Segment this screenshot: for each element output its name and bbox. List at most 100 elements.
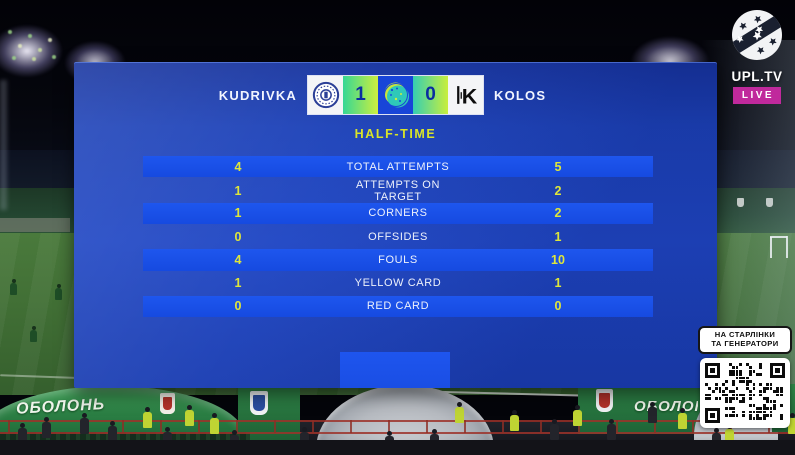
goal-post — [770, 237, 772, 258]
railing-post — [616, 420, 618, 433]
stat-home-value: 1 — [234, 206, 242, 221]
railing — [0, 432, 795, 434]
person-figure — [550, 419, 559, 440]
crowd-light-dot — [32, 57, 36, 61]
railing-post — [502, 420, 504, 433]
stat-home-value: 1 — [234, 184, 242, 199]
stat-label: TOTAL ATTEMPTS — [346, 160, 450, 173]
ad-board-crest — [766, 198, 773, 207]
score-header: KUDRIVKA 1 — [74, 75, 717, 115]
halftime-stats-panel: KUDRIVKA 1 — [74, 62, 717, 388]
qr-promo-line2: ТА ГЕНЕРАТОРИ — [711, 339, 779, 348]
stat-label: OFFSIDES — [368, 230, 428, 243]
person-figure — [18, 423, 27, 444]
stat-away-value: 5 — [554, 159, 562, 174]
railing-post — [122, 420, 124, 433]
live-badge: LIVE — [733, 87, 781, 104]
stat-row: 1 YELLOW CARD 1 — [143, 272, 653, 293]
railing-post — [312, 420, 314, 433]
stat-label: FOULS — [378, 253, 418, 266]
person-figure — [607, 419, 616, 440]
dugout-scene: ОБОЛОНЬ ОБОЛОНЬ — [0, 380, 795, 455]
crowd-light-dot — [52, 55, 56, 59]
railing-post — [464, 420, 466, 433]
home-team-name: KUDRIVKA — [218, 87, 297, 103]
stat-row: 1 ATTEMPTS ON TARGET 2 — [143, 179, 653, 204]
stat-home-value: 1 — [234, 276, 242, 291]
ad-board-panel — [0, 218, 70, 232]
railing-post — [160, 420, 162, 433]
person-figure — [42, 417, 51, 438]
person-figure — [648, 402, 657, 423]
light-streak — [0, 80, 7, 210]
person-figure — [143, 407, 152, 428]
away-club-crest-icon: K — [448, 76, 483, 114]
railing-post — [540, 420, 542, 433]
period-label: HALF-TIME — [354, 127, 437, 141]
stat-row: 1 CORNERS 2 — [143, 202, 653, 224]
away-team-name: KOLOS — [494, 87, 547, 103]
railing-post — [274, 420, 276, 433]
qr-promo-label: НА СТАРЛІНКИ ТА ГЕНЕРАТОРИ — [698, 326, 792, 354]
stat-label: RED CARD — [366, 300, 430, 313]
broadcaster-name: UPL.TV — [731, 69, 783, 84]
stats-table: 4 TOTAL ATTEMPTS 5 1 ATTEMPTS ON TARGET 2 1 COR… — [143, 156, 653, 319]
club-crest-banner — [250, 391, 268, 415]
stat-away-value: 10 — [551, 252, 565, 267]
person-figure — [80, 413, 89, 434]
person-figure — [788, 413, 795, 434]
qr-code — [700, 358, 790, 428]
person-figure — [210, 413, 219, 434]
sponsor-crest — [160, 393, 175, 414]
stat-away-value: 1 — [554, 229, 562, 244]
stat-row: 4 FOULS 10 — [143, 249, 653, 271]
crowd-light-dot — [38, 48, 42, 52]
league-ball-icon — [378, 76, 413, 114]
railing — [0, 420, 795, 422]
person-figure — [510, 410, 519, 431]
railing-post — [578, 420, 580, 433]
crowd-light-dot — [28, 34, 32, 38]
person-figure — [678, 408, 687, 429]
stat-row: 4 TOTAL ATTEMPTS 5 — [143, 156, 653, 178]
stat-label: YELLOW CARD — [354, 277, 442, 290]
score-strip: 1 0 — [307, 75, 484, 115]
ground-shadow — [0, 440, 795, 455]
stat-away-value: 2 — [554, 206, 562, 221]
stat-home-value: 4 — [234, 159, 242, 174]
crowd-light-dot — [12, 56, 16, 60]
home-score: 1 — [343, 76, 378, 114]
stat-label: CORNERS — [368, 207, 428, 220]
stat-home-value: 0 — [234, 299, 242, 314]
person-figure — [185, 405, 194, 426]
crowd-light-dot — [18, 44, 22, 48]
crowd-light-dot — [48, 38, 52, 42]
stat-row: 0 RED CARD 0 — [143, 295, 653, 318]
upl-ball-logo-icon — [726, 10, 788, 60]
sponsor-banner-text: ОБОЛОНЬ — [634, 398, 698, 415]
railing-post — [8, 420, 10, 433]
stat-home-value: 0 — [234, 229, 242, 244]
railing-post — [350, 420, 352, 433]
groundstaff-figure — [55, 284, 62, 300]
stat-row: 0 OFFSIDES 1 — [143, 226, 653, 247]
crowd-light-dot — [8, 30, 12, 34]
home-club-crest-icon — [308, 76, 343, 114]
railing-post — [236, 420, 238, 433]
groundstaff-figure — [30, 326, 37, 342]
person-figure — [455, 402, 464, 423]
ad-board-crest — [737, 198, 744, 207]
goal-post — [786, 236, 788, 258]
panel-footer-block — [340, 352, 450, 388]
stat-home-value: 4 — [234, 252, 242, 267]
away-score: 0 — [413, 76, 448, 114]
railing-post — [198, 420, 200, 433]
railing-post — [692, 420, 694, 433]
railing-post — [426, 420, 428, 433]
groundstaff-figure — [10, 279, 17, 295]
club-crest-banner — [596, 389, 613, 412]
svg-text:K: K — [461, 84, 477, 108]
stat-label: ATTEMPTS ON TARGET — [355, 179, 440, 204]
railing-post — [388, 420, 390, 433]
